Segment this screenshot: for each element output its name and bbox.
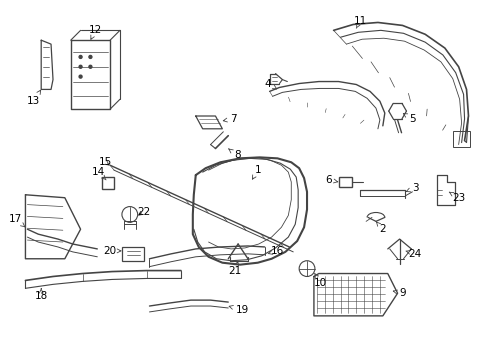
Text: 21: 21 (228, 262, 242, 276)
Text: 6: 6 (325, 175, 338, 185)
Text: 15: 15 (98, 157, 112, 167)
Text: 20: 20 (103, 246, 121, 256)
Circle shape (79, 55, 82, 58)
Text: 23: 23 (449, 192, 466, 203)
Circle shape (79, 75, 82, 78)
Text: 16: 16 (268, 246, 284, 256)
Text: 12: 12 (89, 25, 102, 39)
Text: 13: 13 (26, 90, 41, 106)
Text: 14: 14 (92, 167, 106, 180)
Circle shape (89, 65, 92, 68)
Circle shape (79, 65, 82, 68)
Text: 7: 7 (223, 114, 237, 124)
Text: 9: 9 (393, 288, 406, 298)
Text: 18: 18 (35, 288, 48, 301)
Text: 11: 11 (354, 15, 367, 28)
Text: 24: 24 (406, 249, 422, 259)
Text: 3: 3 (406, 183, 418, 193)
Text: 2: 2 (376, 222, 386, 234)
Text: 8: 8 (229, 149, 241, 161)
Text: 19: 19 (229, 305, 248, 315)
Text: 4: 4 (264, 78, 277, 89)
Text: 5: 5 (403, 113, 416, 124)
Text: 1: 1 (252, 165, 261, 179)
Text: 22: 22 (137, 207, 150, 216)
Text: 17: 17 (9, 215, 25, 227)
Text: 10: 10 (314, 273, 327, 288)
Circle shape (89, 55, 92, 58)
